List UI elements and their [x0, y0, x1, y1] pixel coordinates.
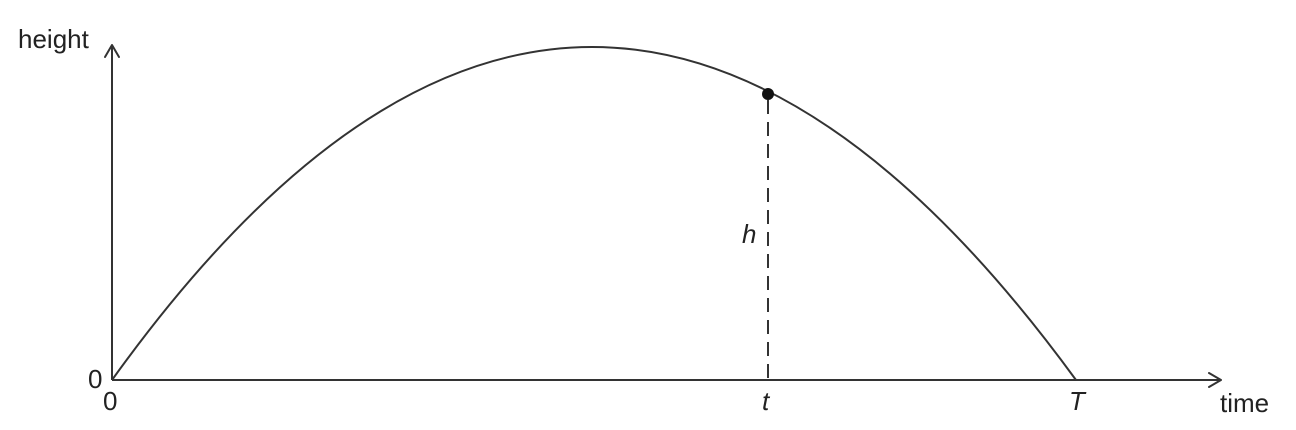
y-axis-arrowhead: [104, 44, 120, 58]
T-tick-label: T: [1069, 386, 1087, 416]
x-origin-label: 0: [103, 386, 117, 416]
x-axis-arrowhead: [1208, 372, 1222, 388]
t-tick-label: t: [762, 386, 771, 416]
point-on-curve: [762, 88, 774, 100]
height-curve: [111, 46, 1077, 381]
h-label: h: [742, 219, 756, 249]
x-axis-label: time: [1220, 388, 1269, 418]
y-origin-label: 0: [88, 364, 102, 394]
y-axis-label: height: [18, 24, 90, 54]
